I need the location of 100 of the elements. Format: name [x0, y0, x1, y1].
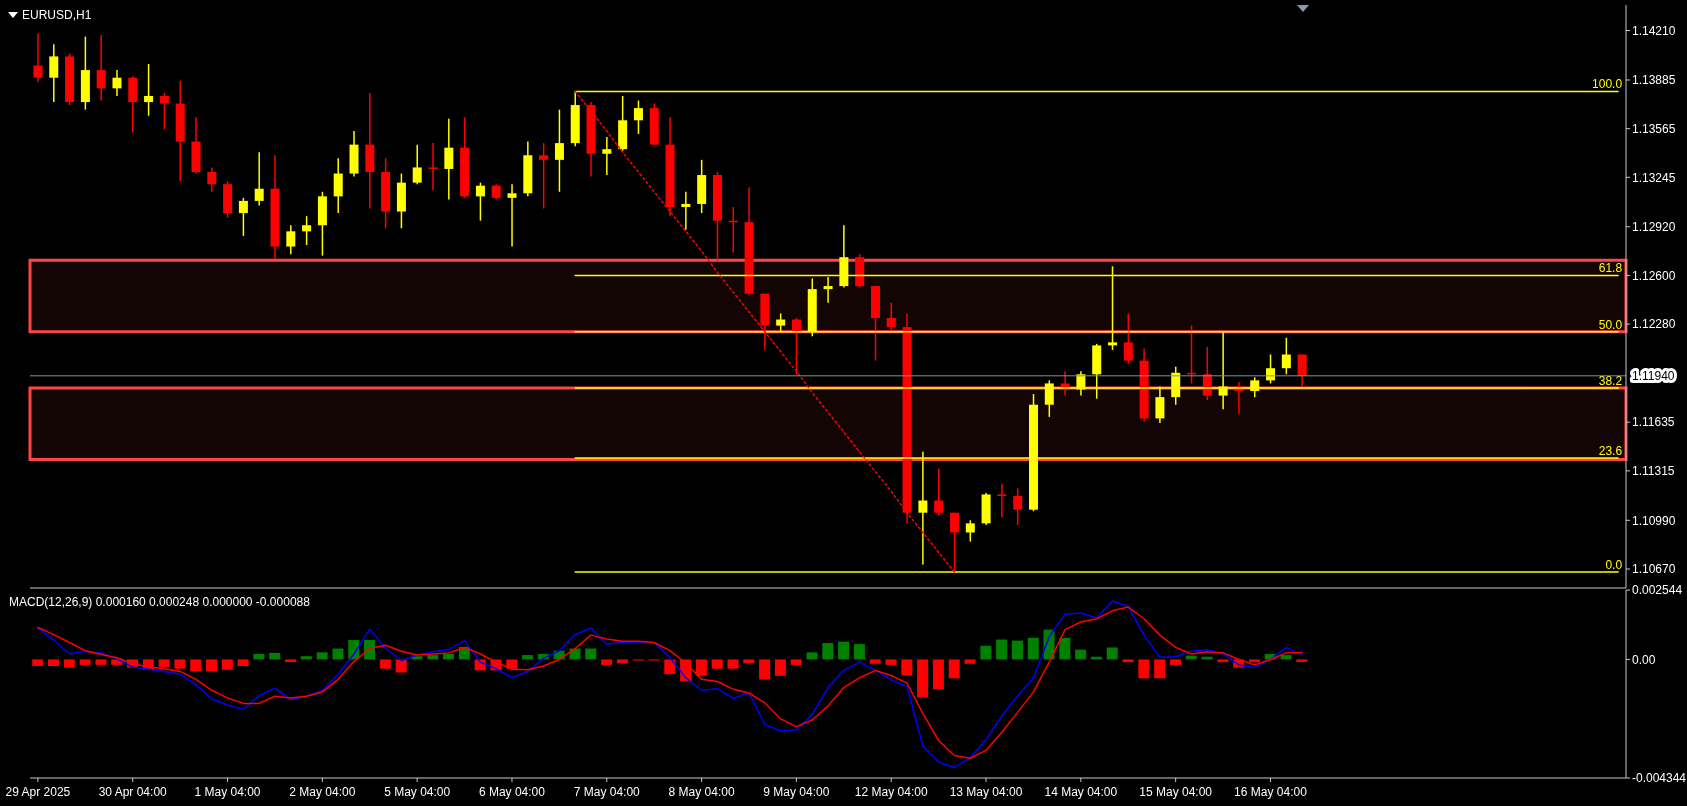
x-tick-label: 7 May 04:00: [573, 785, 641, 799]
bar: [253, 653, 265, 660]
bar: [759, 659, 771, 680]
bar: [727, 659, 739, 669]
candlestick: [1297, 353, 1307, 388]
bar: [1154, 659, 1166, 679]
bar: [443, 653, 455, 660]
series-label: 23.6: [1598, 443, 1623, 458]
bar: [190, 659, 202, 672]
bar: [1011, 640, 1023, 660]
bar: [996, 639, 1008, 660]
bar: [1122, 659, 1134, 663]
x-tick-label: 13 May 04:00: [949, 785, 1023, 799]
x-tick-label: 9 May 04:00: [763, 785, 830, 799]
bar: [838, 641, 850, 660]
y-tick-label: 1.10670: [1632, 562, 1676, 577]
x-tick-label: 29 Apr 2025: [5, 785, 71, 799]
bar: [79, 659, 91, 665]
candlestick: [507, 183, 517, 248]
candlestick: [886, 302, 896, 333]
candlestick: [444, 118, 454, 201]
series-label: 100.0: [1592, 77, 1623, 92]
bar: [1296, 659, 1308, 662]
candlestick: [1281, 337, 1291, 376]
bar: [790, 659, 802, 665]
x-tick-label: 5 May 04:00: [384, 785, 451, 799]
x-tick-label: 12 May 04:00: [854, 785, 928, 799]
bar: [1280, 655, 1292, 660]
bar: [885, 659, 897, 665]
bar: [395, 659, 407, 673]
bar: [32, 659, 44, 666]
y-tick-label: 1.13245: [1632, 170, 1676, 185]
bar: [980, 645, 992, 660]
candlestick: [633, 99, 643, 135]
bar: [948, 659, 960, 679]
bar: [206, 659, 218, 672]
candlestick: [791, 317, 801, 376]
bar: [1169, 659, 1181, 665]
bar: [427, 655, 439, 660]
candlestick: [333, 157, 343, 214]
bar: [285, 659, 297, 663]
x-tick-label: 16 May 04:00: [1234, 785, 1308, 799]
bar: [237, 659, 249, 666]
bar: [379, 659, 391, 669]
bar: [774, 659, 786, 676]
bar: [695, 659, 707, 676]
y-tick-label: 1.10990: [1632, 513, 1676, 528]
bar: [917, 659, 929, 698]
bar: [585, 648, 597, 660]
candlestick: [965, 519, 975, 543]
y-tick-label: 1.13885: [1632, 73, 1676, 88]
candlestick: [112, 69, 122, 97]
bar: [48, 659, 60, 666]
candlestick: [997, 483, 1007, 519]
x-tick-label: 30 Apr 04:00: [98, 785, 168, 799]
bar: [1217, 659, 1229, 663]
candlestick: [96, 34, 106, 102]
bar: [174, 659, 186, 669]
bar: [806, 652, 818, 660]
y-tick-label: 1.12920: [1632, 220, 1676, 235]
candlestick: [33, 32, 43, 84]
x-tick-label: 15 May 04:00: [1139, 785, 1213, 799]
bar: [316, 652, 328, 660]
candlestick: [412, 143, 422, 185]
bar: [869, 659, 881, 664]
candlestick: [602, 136, 612, 176]
y-tick-label: -0.004344: [1632, 771, 1687, 786]
candlestick: [1266, 353, 1276, 385]
candlestick: [1013, 487, 1023, 526]
bar: [1138, 659, 1150, 679]
bar: [1248, 659, 1260, 663]
y-tick-label: 0.00: [1632, 652, 1656, 667]
candlestick: [49, 43, 59, 103]
bar: [664, 659, 676, 675]
bar: [1075, 649, 1087, 660]
y-tick-label: 1.11315: [1632, 464, 1675, 479]
bar: [1059, 637, 1071, 660]
chart-title: EURUSD,H1: [22, 8, 92, 22]
y-tick-label: 0.002544: [1632, 583, 1683, 598]
bar: [711, 659, 723, 669]
bar: [221, 659, 233, 670]
series-label: 38.2: [1598, 373, 1623, 388]
x-tick-label: 2 May 04:00: [289, 785, 356, 799]
bar: [1106, 647, 1118, 660]
bar: [506, 659, 518, 669]
ref-line-label: 1.11940: [1632, 369, 1675, 384]
candlestick: [428, 142, 438, 192]
candlestick: [302, 215, 312, 246]
x-tick-label: 14 May 04:00: [1044, 785, 1118, 799]
bar: [95, 659, 107, 665]
candlestick: [934, 467, 944, 517]
series-label: 50.0: [1598, 317, 1623, 332]
candlestick: [207, 166, 217, 193]
bar: [332, 648, 344, 660]
bar: [853, 644, 865, 660]
candlestick: [238, 197, 248, 237]
x-tick-label: 1 May 04:00: [194, 785, 261, 799]
y-tick-label: 1.12280: [1632, 317, 1676, 332]
bar: [522, 655, 534, 660]
candlestick: [254, 151, 264, 207]
